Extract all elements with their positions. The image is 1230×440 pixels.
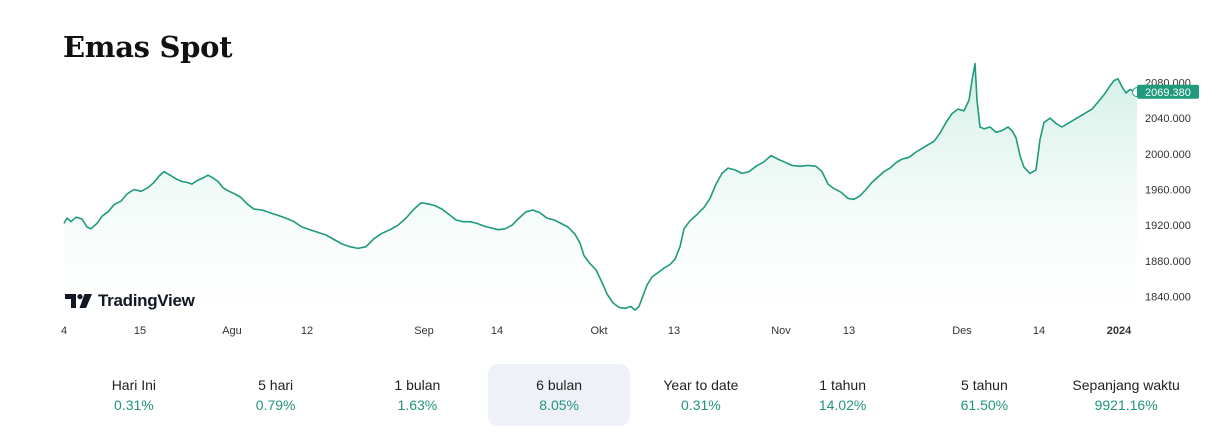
last-price-marker: 2069.380 xyxy=(1132,84,1199,99)
period-5-hari[interactable]: 5 hari 0.79% xyxy=(205,364,347,426)
x-tick-label: 13 xyxy=(843,325,855,337)
x-tick-label: 13 xyxy=(668,325,680,337)
x-tick-label: 14 xyxy=(491,325,503,337)
tradingview-logo-icon xyxy=(65,294,92,308)
y-tick-label: 2000.000 xyxy=(1145,149,1191,161)
period-year-to-date[interactable]: Year to date 0.31% xyxy=(630,364,772,426)
period-label: 5 tahun xyxy=(961,377,1008,393)
x-tick-label: 12 xyxy=(301,325,313,337)
last-price-label: 2069.380 xyxy=(1145,87,1191,99)
tradingview-brand[interactable]: TradingView xyxy=(65,291,195,311)
period-1-bulan[interactable]: 1 bulan 1.63% xyxy=(347,364,489,426)
price-line xyxy=(63,62,1138,311)
x-axis: 4 15 Agu 12 Sep 14 Okt 13 Nov 13 Des 14 2024 xyxy=(61,325,1132,337)
period-selector: Hari Ini 0.31% 5 hari 0.79% 1 bulan 1.63… xyxy=(63,364,1197,426)
x-tick-label: Sep xyxy=(414,325,434,337)
price-chart[interactable]: 2080.0002040.0002000.0001960.0001920.000… xyxy=(0,0,1230,345)
x-tick-label: Okt xyxy=(590,325,607,337)
x-tick-label: 2024 xyxy=(1107,325,1132,337)
price-area xyxy=(64,63,1137,319)
period-hari-ini[interactable]: Hari Ini 0.31% xyxy=(63,364,205,426)
y-tick-label: 1880.000 xyxy=(1145,256,1191,268)
period-6-bulan[interactable]: 6 bulan 8.05% xyxy=(488,364,630,426)
y-axis: 2080.0002040.0002000.0001960.0001920.000… xyxy=(1145,77,1191,303)
period-label: 6 bulan xyxy=(536,377,583,393)
x-tick-label: Des xyxy=(952,325,972,337)
x-tick-label: Nov xyxy=(771,325,791,337)
x-tick-label: 15 xyxy=(134,325,146,337)
period-change: 9921.16% xyxy=(1094,397,1158,413)
x-tick-label: 14 xyxy=(1033,325,1045,337)
page-title: Emas Spot xyxy=(63,30,233,64)
period-label: 5 hari xyxy=(258,377,294,393)
period-label: Sepanjang waktu xyxy=(1072,377,1180,393)
y-tick-label: 2040.000 xyxy=(1145,113,1191,125)
period-change: 8.05% xyxy=(539,397,579,413)
period-change: 1.63% xyxy=(397,397,438,413)
period-change: 61.50% xyxy=(960,397,1009,413)
y-tick-label: 1840.000 xyxy=(1145,292,1191,304)
period-change: 0.31% xyxy=(114,397,154,413)
period-label: Year to date xyxy=(663,377,739,393)
period-sepanjang-waktu[interactable]: Sepanjang waktu 9921.16% xyxy=(1055,364,1197,426)
y-tick-label: 1960.000 xyxy=(1145,185,1191,197)
period-label: 1 tahun xyxy=(819,377,866,393)
x-tick-label: Agu xyxy=(222,325,242,337)
period-change: 0.79% xyxy=(255,397,296,413)
period-5-tahun[interactable]: 5 tahun 61.50% xyxy=(914,364,1056,426)
period-label: Hari Ini xyxy=(111,377,157,393)
y-tick-label: 1920.000 xyxy=(1145,220,1191,232)
last-price-tag xyxy=(1137,84,1199,99)
x-tick-label: 4 xyxy=(61,325,67,337)
tradingview-wordmark: TradingView xyxy=(98,291,195,310)
period-change: 0.31% xyxy=(681,397,721,413)
period-1-tahun[interactable]: 1 tahun 14.02% xyxy=(772,364,914,426)
period-change: 14.02% xyxy=(818,397,867,413)
period-label: 1 bulan xyxy=(394,377,441,393)
